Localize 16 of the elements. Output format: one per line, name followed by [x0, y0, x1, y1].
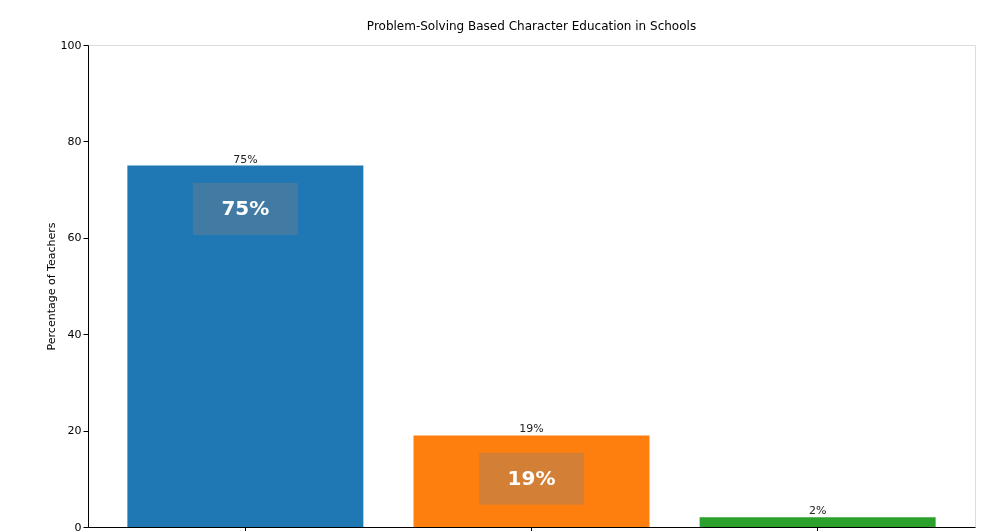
bar — [699, 517, 936, 527]
y-tick-label: 100 — [60, 38, 82, 52]
bar — [413, 435, 650, 527]
y-tick-label: 0 — [74, 520, 82, 531]
data-label: 2% — [808, 504, 827, 518]
data-label: 19% — [519, 422, 544, 436]
y-tick-label: 40 — [67, 327, 82, 341]
bar — [127, 165, 364, 527]
annotation: 75% — [221, 195, 270, 220]
annotation: 19% — [507, 465, 556, 490]
y-tick-label: 80 — [67, 134, 82, 148]
data-label: 75% — [233, 152, 258, 166]
y-tick-label: 20 — [67, 424, 82, 438]
y-tick-label: 60 — [67, 231, 82, 245]
chart-title: Problem-Solving Based Character Education in Schools — [366, 19, 697, 33]
y-axis-title: Percentage of Teachers — [44, 222, 58, 351]
